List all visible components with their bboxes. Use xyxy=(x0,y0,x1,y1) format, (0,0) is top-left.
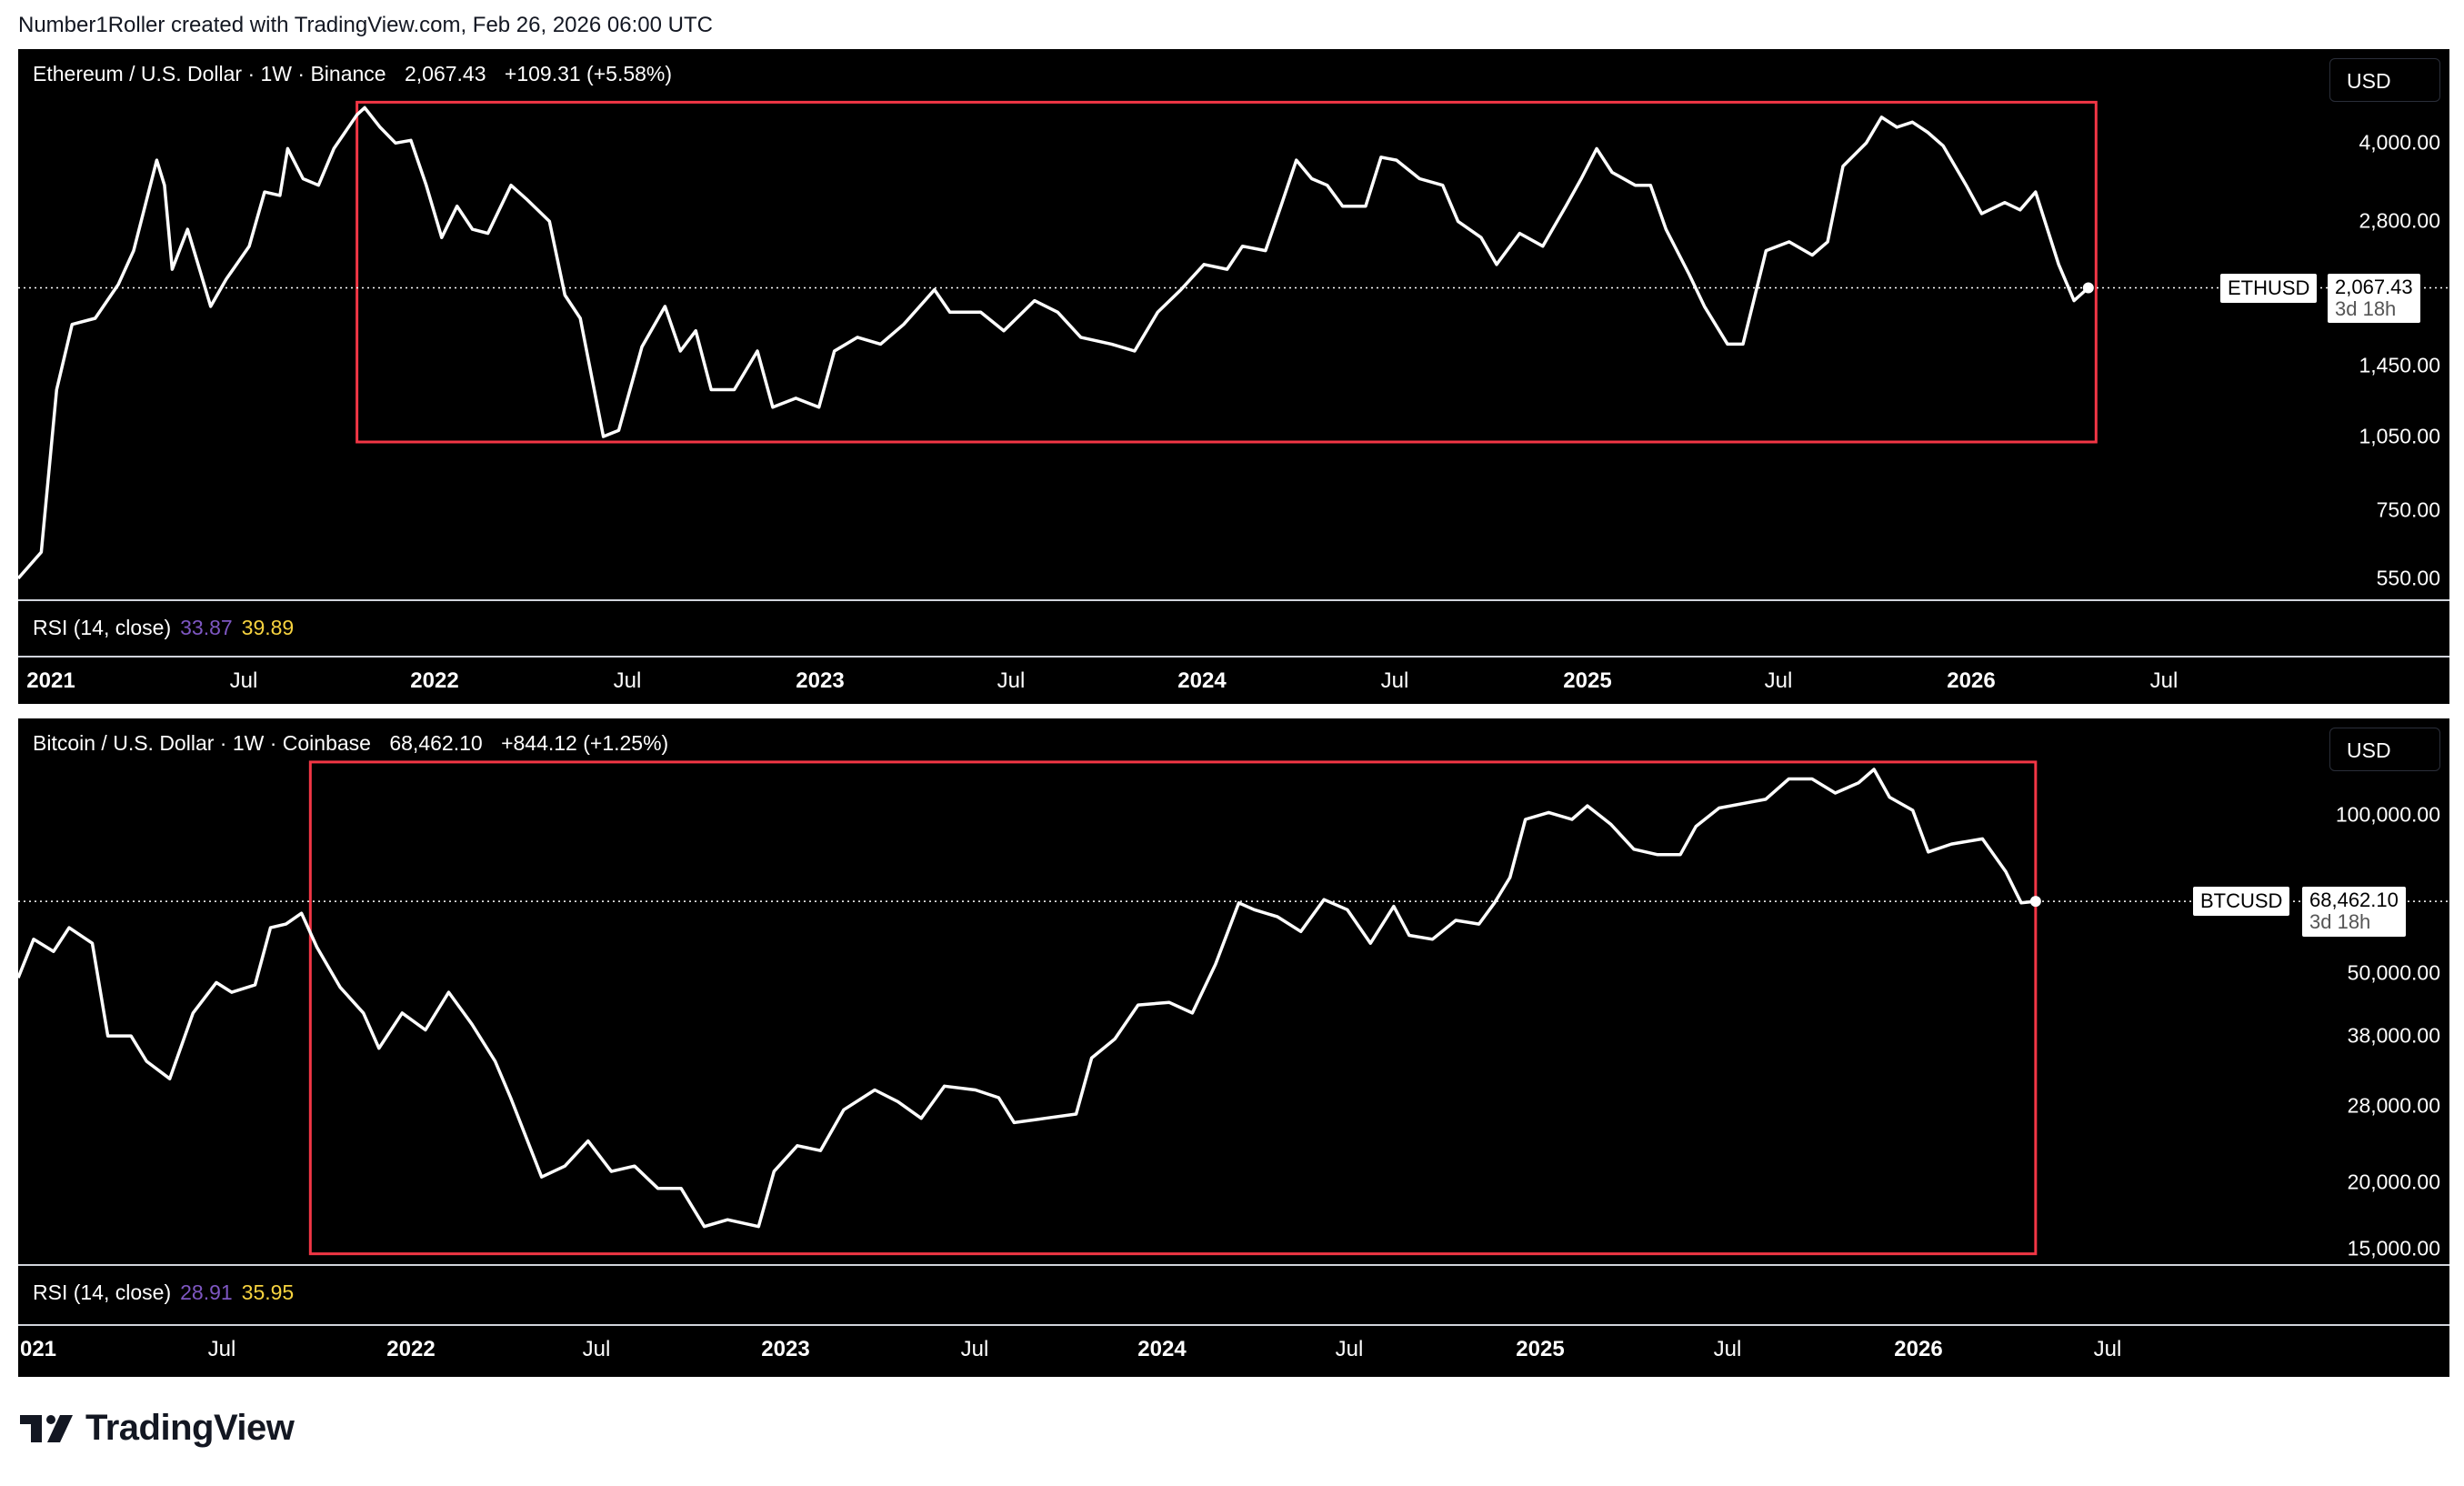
btc-y-tick: 20,000.00 xyxy=(2347,1170,2440,1194)
eth-x-label: 2026 xyxy=(1947,668,1996,693)
btc-y-tick: 50,000.00 xyxy=(2347,960,2440,985)
eth-rsi-value2: 39.89 xyxy=(241,616,295,639)
eth-legend-pair: Ethereum / U.S. Dollar · 1W · Binance xyxy=(33,62,386,85)
eth-symbol-tag: ETHUSD xyxy=(2220,273,2318,303)
eth-y-tick: 750.00 xyxy=(2376,497,2440,522)
btc-x-label: 2024 xyxy=(1137,1337,1187,1361)
eth-last-price-dot xyxy=(2082,282,2094,294)
btc-rsi-label: RSI (14, close) xyxy=(33,1280,172,1304)
btc-x-label: 2022 xyxy=(386,1337,436,1361)
btc-x-label: Jul xyxy=(1713,1337,1742,1361)
btc-legend-pair: Bitcoin / U.S. Dollar · 1W · Coinbase xyxy=(33,731,371,755)
eth-x-label: Jul xyxy=(1380,668,1409,693)
eth-x-label: 2022 xyxy=(410,668,459,693)
eth-legend-price: 2,067.43 xyxy=(404,62,486,85)
eth-x-label: 2021 xyxy=(26,668,75,693)
btc-x-label: Jul xyxy=(960,1337,989,1361)
btc-time-axis[interactable]: 021 Jul 2022 Jul 2023 Jul 2024 Jul 2025 Jul 2026 Ju… xyxy=(18,1324,2449,1371)
eth-time-axis[interactable]: 2021 Jul 2022 Jul 2023 Jul 2024 Jul 2025 Jul 2026 J… xyxy=(18,656,2449,703)
eth-last-price: 2,067.43 xyxy=(2335,275,2413,298)
eth-x-label: Jul xyxy=(2149,668,2179,693)
eth-rsi-value1: 33.87 xyxy=(180,616,233,639)
btc-last-price-tag: 68,462.10 3d 18h xyxy=(2302,887,2406,937)
eth-price-chart[interactable] xyxy=(18,49,2449,704)
btc-y-tick: 15,000.00 xyxy=(2347,1236,2440,1260)
eth-y-tick: 4,000.00 xyxy=(2359,130,2440,155)
eth-x-label: 2025 xyxy=(1563,668,1612,693)
eth-countdown: 3d 18h xyxy=(2335,296,2397,320)
btc-y-tick: 100,000.00 xyxy=(2335,802,2440,827)
btc-legend-change: +844.12 (+1.25%) xyxy=(501,731,669,755)
btc-x-label: Jul xyxy=(207,1337,236,1361)
eth-rsi-pane[interactable]: RSI (14, close) 33.87 39.89 xyxy=(18,599,2449,656)
btc-x-label: 2026 xyxy=(1894,1337,1943,1361)
eth-x-label: Jul xyxy=(997,668,1026,693)
btc-legend: Bitcoin / U.S. Dollar · 1W · Coinbase 68… xyxy=(33,731,681,756)
btc-x-label: 2023 xyxy=(761,1337,810,1361)
btc-x-label: Jul xyxy=(2093,1337,2122,1361)
btc-rsi-value1: 28.91 xyxy=(180,1280,233,1304)
eth-currency-button[interactable]: USD xyxy=(2329,58,2440,102)
btc-last-price-dot xyxy=(2029,896,2041,908)
btc-rsi-legend: RSI (14, close) 28.91 35.95 xyxy=(33,1280,294,1305)
eth-x-label: Jul xyxy=(1764,668,1793,693)
btc-rsi-pane[interactable]: RSI (14, close) 28.91 35.95 xyxy=(18,1264,2449,1324)
tradingview-logo[interactable]: TradingView xyxy=(20,1408,295,1449)
eth-x-label: 2023 xyxy=(796,668,845,693)
tradingview-logo-text: TradingView xyxy=(85,1408,295,1448)
btc-symbol-tag: BTCUSD xyxy=(2193,887,2290,917)
eth-price-line[interactable] xyxy=(18,105,2089,580)
eth-legend: Ethereum / U.S. Dollar · 1W · Binance 2,… xyxy=(33,62,685,86)
btc-price-axis[interactable]: 100,000.00 50,000.00 38,000.00 28,000.00 20,… xyxy=(2259,718,2440,1264)
btc-chart-pane[interactable]: Bitcoin / U.S. Dollar · 1W · Coinbase 68… xyxy=(18,718,2449,1377)
eth-chart-pane[interactable]: Ethereum / U.S. Dollar · 1W · Binance 2,… xyxy=(18,49,2449,704)
btc-rsi-value2: 35.95 xyxy=(241,1280,295,1304)
btc-countdown: 3d 18h xyxy=(2309,910,2371,934)
eth-y-tick: 550.00 xyxy=(2376,566,2440,590)
eth-price-axis[interactable]: 4,000.00 2,800.00 1,450.00 1,050.00 750.00 55… xyxy=(2259,49,2440,599)
eth-legend-change: +109.31 (+5.58%) xyxy=(504,62,673,85)
eth-y-tick: 1,450.00 xyxy=(2359,353,2440,377)
eth-y-tick: 1,050.00 xyxy=(2359,424,2440,448)
btc-x-label: Jul xyxy=(1335,1337,1364,1361)
attribution-text: Number1Roller created with TradingView.c… xyxy=(18,13,713,37)
btc-y-tick: 38,000.00 xyxy=(2347,1023,2440,1048)
btc-x-label: 021 xyxy=(19,1337,57,1361)
eth-y-tick: 2,800.00 xyxy=(2359,208,2440,233)
eth-x-label: Jul xyxy=(229,668,258,693)
btc-currency-button[interactable]: USD xyxy=(2329,728,2440,771)
eth-last-price-tag: 2,067.43 3d 18h xyxy=(2328,273,2420,323)
btc-highlight-box[interactable] xyxy=(308,760,2038,1256)
btc-last-price: 68,462.10 xyxy=(2309,889,2399,912)
btc-x-label: Jul xyxy=(582,1337,611,1361)
eth-rsi-label: RSI (14, close) xyxy=(33,616,172,639)
btc-y-tick: 28,000.00 xyxy=(2347,1093,2440,1118)
btc-price-chart[interactable] xyxy=(18,718,2449,1377)
eth-x-label: Jul xyxy=(613,668,642,693)
eth-x-label: 2024 xyxy=(1177,668,1227,693)
btc-price-line[interactable] xyxy=(18,768,2036,1229)
btc-legend-price: 68,462.10 xyxy=(389,731,483,755)
btc-x-label: 2025 xyxy=(1516,1337,1565,1361)
eth-highlight-box[interactable] xyxy=(356,100,2098,444)
tradingview-logo-icon xyxy=(20,1414,73,1442)
eth-rsi-legend: RSI (14, close) 33.87 39.89 xyxy=(33,616,294,640)
